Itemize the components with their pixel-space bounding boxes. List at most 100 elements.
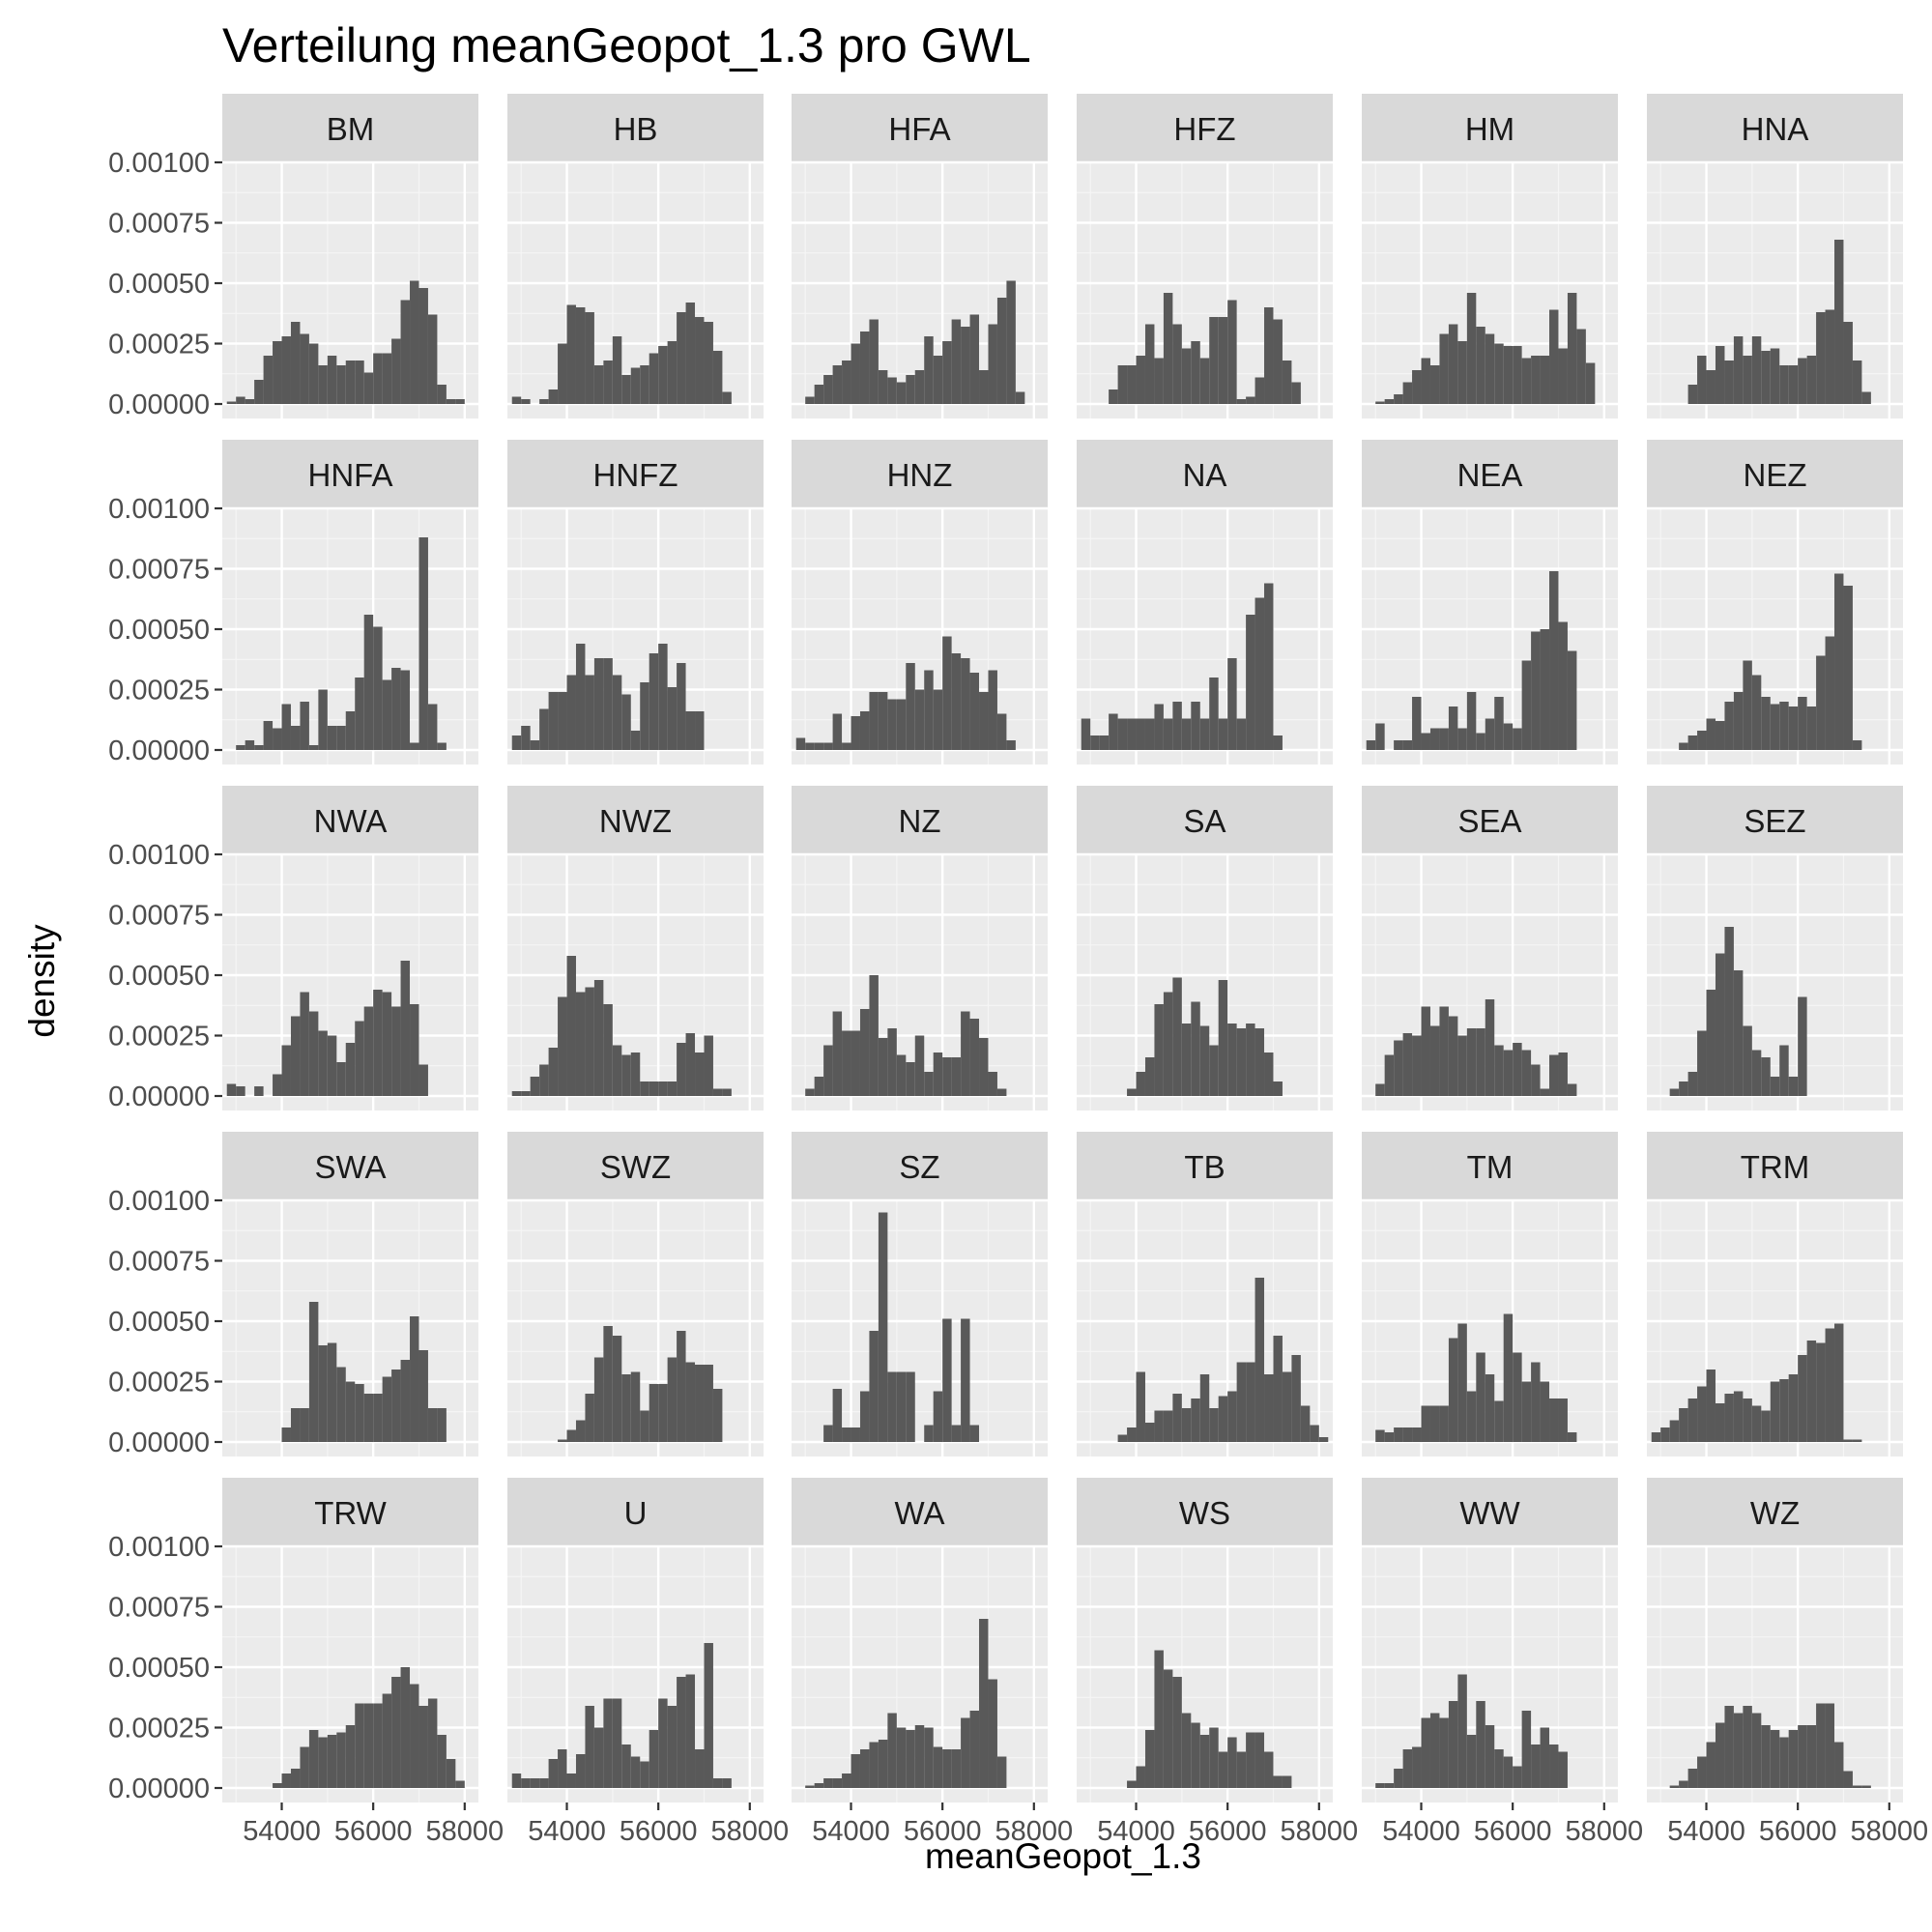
x-tick-label: 58000 — [425, 1816, 504, 1847]
facet-hfz: HFZ — [1077, 94, 1333, 418]
histogram-bar — [363, 1394, 374, 1442]
y-tick-label: 0.00100 — [108, 840, 210, 871]
histogram-bar — [1144, 1057, 1155, 1096]
histogram-bar — [1494, 1045, 1504, 1096]
histogram-bar — [410, 1684, 419, 1788]
histogram-bar — [336, 1732, 346, 1788]
histogram-bar — [1733, 692, 1744, 750]
histogram-bar — [548, 692, 559, 750]
histogram-bar — [924, 1425, 934, 1442]
histogram-bar — [1394, 1769, 1403, 1788]
facet-strip — [1647, 94, 1903, 163]
facet-nez: NEZ — [1647, 440, 1903, 764]
y-tick-label: 0.00075 — [108, 555, 210, 586]
histogram-bar — [667, 1081, 678, 1096]
histogram-bar — [1861, 391, 1871, 404]
histogram-bar — [1697, 731, 1707, 750]
histogram-bar — [1503, 1313, 1514, 1442]
histogram-bar — [658, 1081, 668, 1096]
histogram-bar — [263, 721, 274, 750]
histogram-bar — [1457, 1323, 1467, 1442]
histogram-bar — [969, 673, 980, 750]
facet-hnz: HNZ — [792, 440, 1048, 764]
histogram-bar — [1246, 1732, 1255, 1788]
histogram-bar — [1679, 1408, 1688, 1442]
histogram-bar — [621, 375, 631, 404]
histogram-bar — [1282, 1371, 1292, 1442]
histogram-bar — [1706, 1742, 1716, 1788]
facet-label: HNFZ — [593, 457, 678, 493]
histogram-bar — [382, 1693, 392, 1788]
histogram-bar — [1779, 1379, 1789, 1442]
histogram-bar — [924, 1072, 934, 1096]
histogram-bar — [914, 1725, 925, 1788]
facet-label: WZ — [1750, 1495, 1800, 1531]
histogram-bar — [869, 319, 879, 404]
histogram-bar — [1090, 735, 1100, 750]
histogram-bar — [511, 1091, 522, 1096]
histogram-bar — [1697, 1030, 1707, 1096]
y-tick-label: 0.00075 — [108, 1593, 210, 1624]
histogram-bar — [1466, 1391, 1477, 1442]
histogram-bar — [437, 742, 447, 750]
facet-hnfa: HNFA 0.00000 0.00025 0.00050 0.00075 0.00100 — [108, 440, 478, 766]
histogram-bar — [1163, 992, 1173, 1096]
histogram-bar — [1154, 358, 1164, 404]
histogram-bar — [437, 1408, 447, 1442]
histogram-bar — [575, 1420, 586, 1442]
histogram-bar — [1246, 396, 1255, 404]
histogram-bar — [906, 1371, 915, 1442]
histogram-bar — [1513, 728, 1522, 750]
histogram-bar — [1724, 360, 1734, 404]
histogram-bar — [1806, 1725, 1817, 1788]
histogram-bar — [236, 745, 245, 750]
histogram-bar — [593, 365, 604, 404]
facet-strip — [222, 786, 478, 855]
histogram-bar — [1144, 324, 1155, 404]
histogram-bar — [336, 1062, 346, 1096]
histogram-bar — [1429, 1025, 1440, 1096]
y-tick-label: 0.00100 — [108, 148, 210, 179]
histogram-bar — [427, 1698, 438, 1788]
histogram-bar — [842, 1773, 851, 1788]
histogram-bar — [254, 745, 264, 750]
histogram-bar — [427, 314, 438, 404]
histogram-bar — [630, 1756, 641, 1788]
histogram-bar — [887, 377, 897, 404]
histogram-bar — [869, 1331, 879, 1442]
x-tick-label: 54000 — [1097, 1816, 1175, 1847]
histogram-bar — [649, 653, 659, 750]
histogram-bar — [951, 653, 962, 750]
histogram-bar — [1761, 1725, 1771, 1788]
facet-strip — [1077, 1478, 1333, 1547]
histogram-bar — [308, 1730, 319, 1788]
histogram-bar — [658, 644, 668, 750]
histogram-bar — [906, 663, 915, 750]
histogram-bar — [539, 1778, 549, 1788]
histogram-bar — [667, 341, 678, 404]
histogram-bar — [1743, 1025, 1752, 1096]
histogram-bar — [1273, 319, 1283, 404]
histogram-bar — [391, 1370, 401, 1442]
facet-label: SEA — [1457, 803, 1521, 839]
y-tick-label: 0.00025 — [108, 330, 210, 360]
histogram-bar — [1402, 382, 1413, 404]
histogram-bar — [933, 689, 943, 750]
histogram-bar — [1227, 658, 1237, 750]
histogram-bar — [345, 711, 356, 750]
histogram-bar — [1375, 1429, 1385, 1442]
histogram-bar — [704, 1365, 713, 1442]
histogram-bar — [996, 1756, 1007, 1788]
histogram-bar — [345, 1381, 356, 1442]
histogram-bar — [373, 990, 383, 1096]
histogram-bar — [1412, 370, 1422, 404]
histogram-bar — [1384, 399, 1395, 404]
histogram-bar — [245, 740, 255, 750]
facet-strip — [1362, 440, 1618, 509]
histogram-bar — [640, 682, 649, 750]
histogram-bar — [988, 1679, 997, 1788]
histogram-bar — [823, 742, 833, 750]
histogram-bar — [1421, 1405, 1430, 1442]
histogram-bar — [226, 1083, 237, 1096]
histogram-bar — [667, 687, 678, 750]
